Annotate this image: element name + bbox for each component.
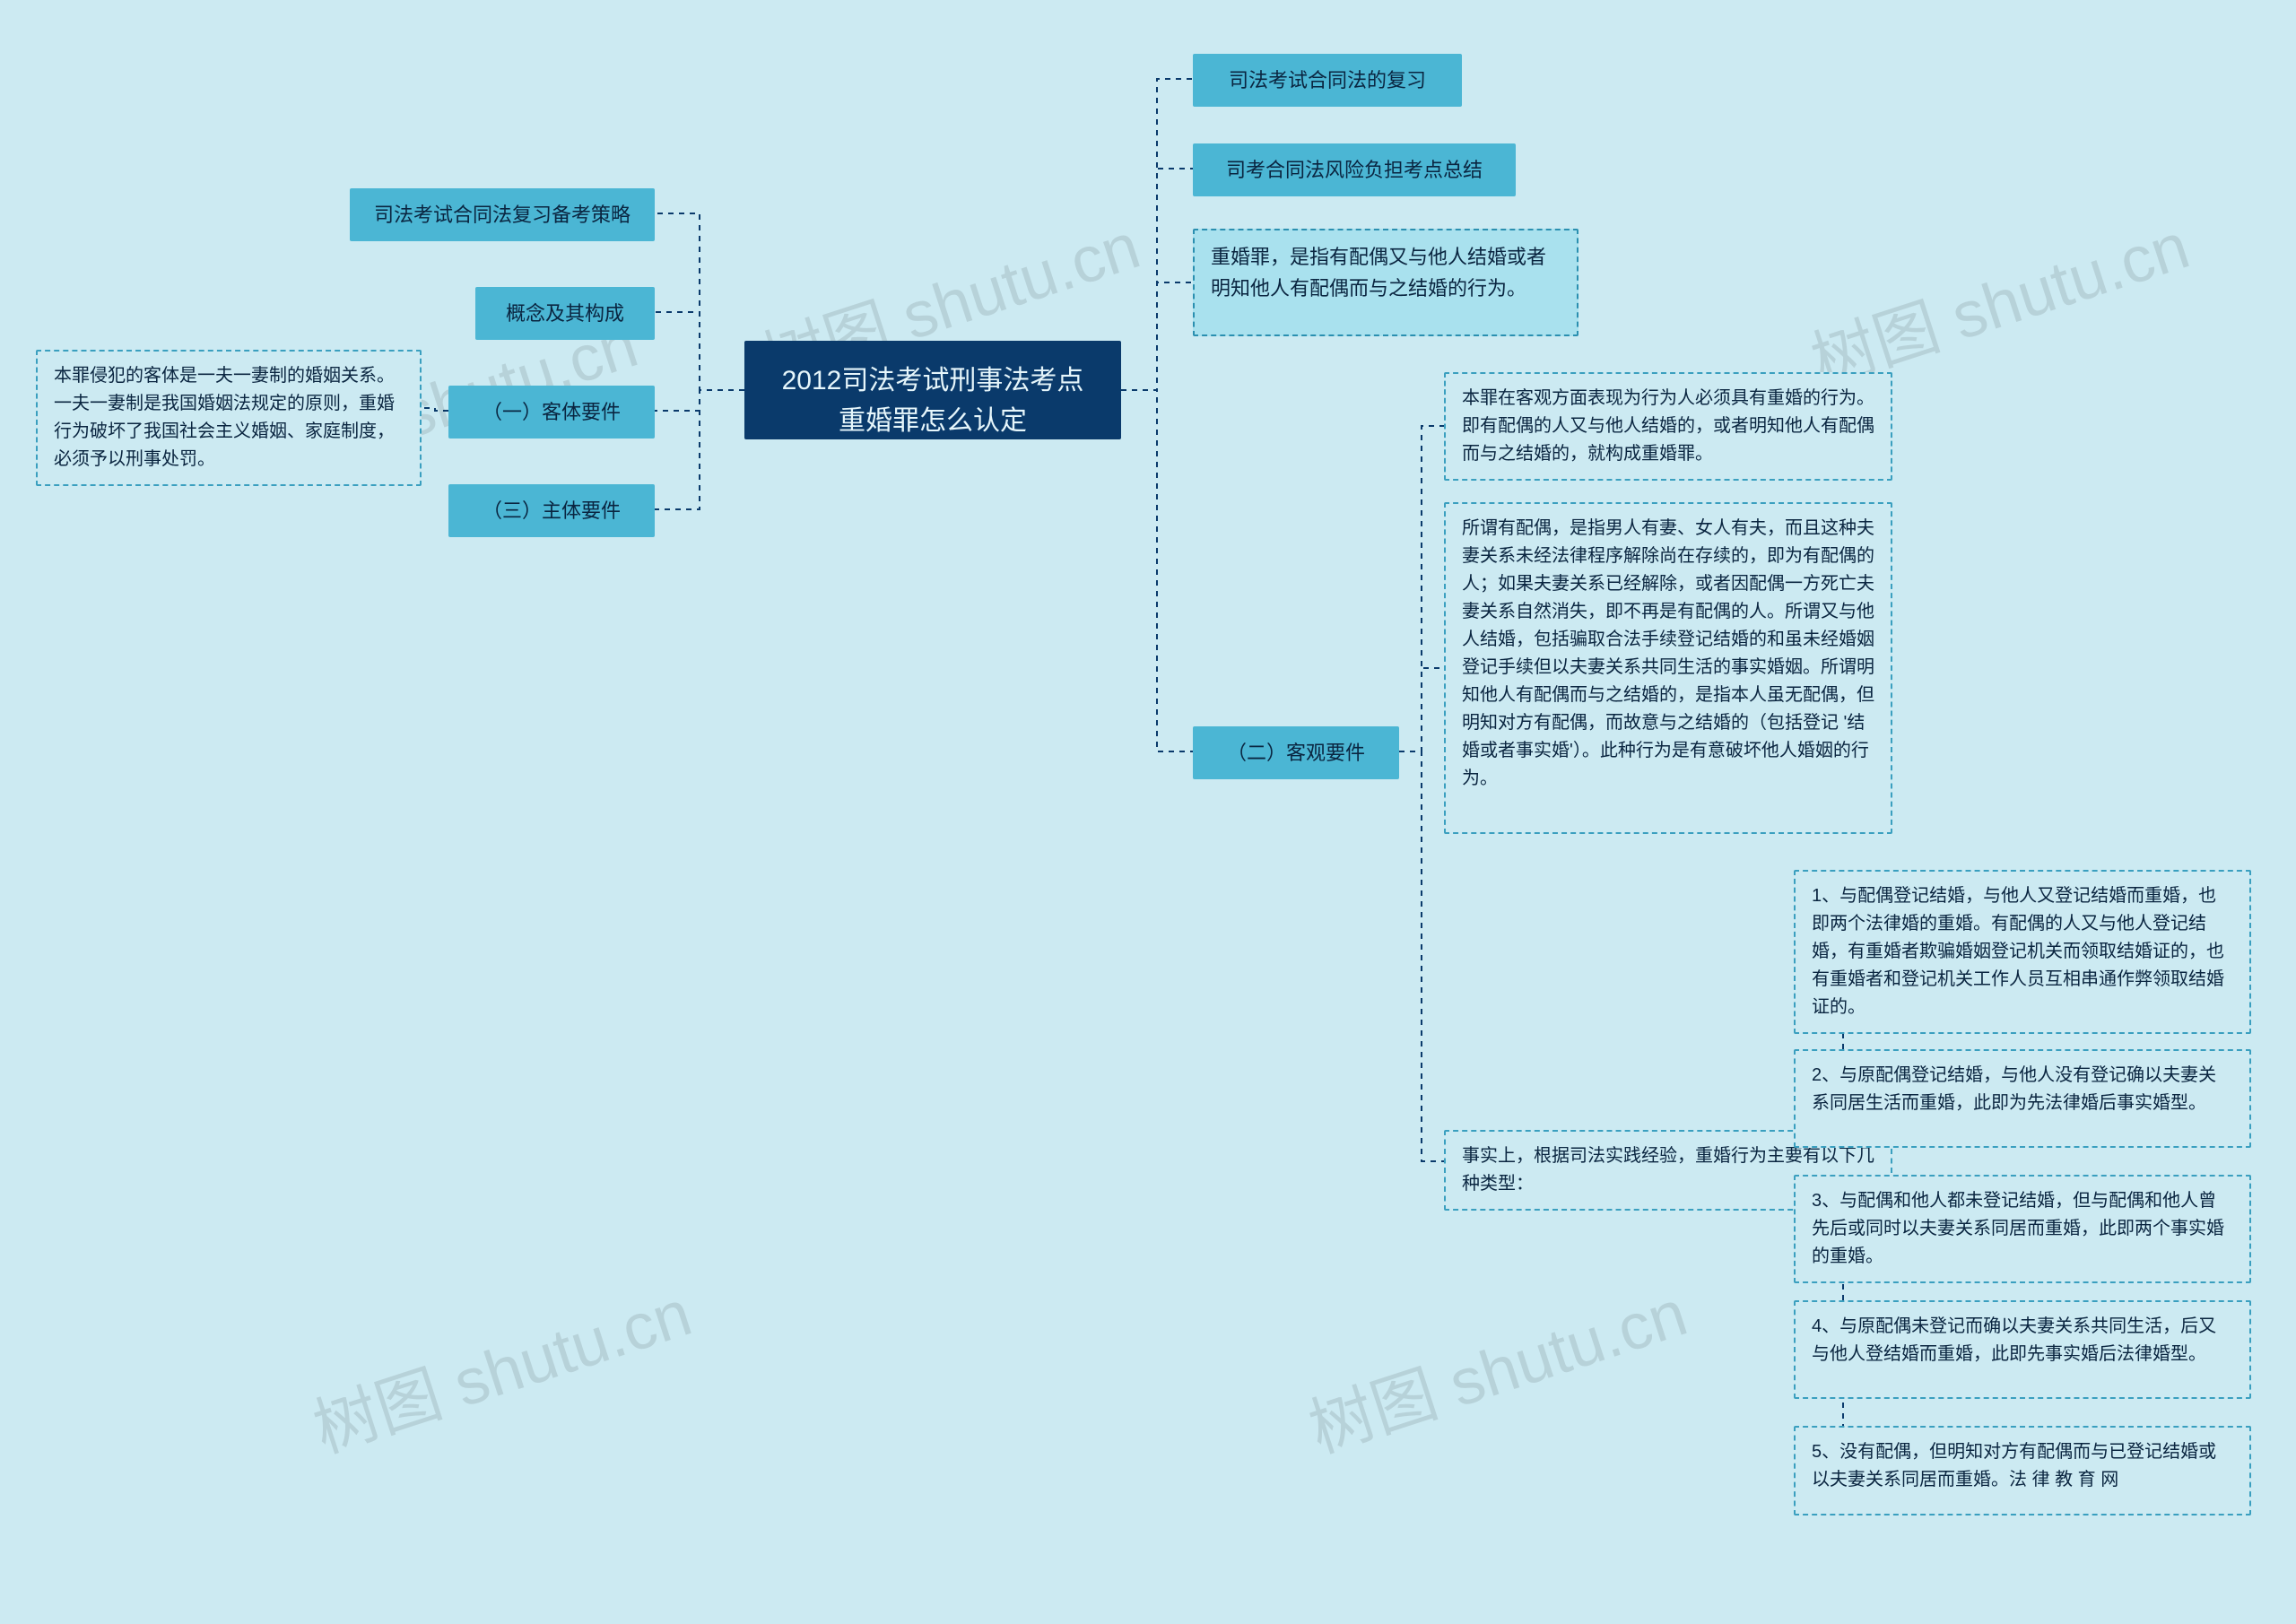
mindmap-node: 1、与配偶登记结婚，与他人又登记结婚而重婚，也即两个法律婚的重婚。有配偶的人又与… (1794, 870, 2251, 1034)
mindmap-node: （三）主体要件 (448, 484, 655, 537)
mindmap-node: 2、与原配偶登记结婚，与他人没有登记确以夫妻关系同居生活而重婚，此即为先法律婚后… (1794, 1049, 2251, 1148)
mindmap-node: 4、与原配偶未登记而确以夫妻关系共同生活，后又与他人登结婚而重婚，此即先事实婚后… (1794, 1300, 2251, 1399)
mindmap-node: （二）客观要件 (1193, 726, 1399, 779)
mindmap-node: 3、与配偶和他人都未登记结婚，但与配偶和他人曾先后或同时以夫妻关系同居而重婚，此… (1794, 1175, 2251, 1283)
mindmap-node: 概念及其构成 (475, 287, 655, 340)
mindmap-node: 司法考试合同法的复习 (1193, 54, 1462, 107)
mindmap-node: 本罪在客观方面表现为行为人必须具有重婚的行为。即有配偶的人又与他人结婚的，或者明… (1444, 372, 1892, 481)
mindmap-node: 5、没有配偶，但明知对方有配偶而与已登记结婚或以夫妻关系同居而重婚。法 律 教 … (1794, 1426, 2251, 1515)
mindmap-canvas: 树图 shutu.cn 树图 shutu.cn 树图 shutu.cn 树图 s… (0, 0, 2296, 1624)
mindmap-node: （一）客体要件 (448, 386, 655, 439)
watermark: 树图 shutu.cn (1295, 1260, 1696, 1471)
mindmap-node: 本罪侵犯的客体是一夫一妻制的婚姻关系。一夫一妻制是我国婚姻法规定的原则，重婚行为… (36, 350, 422, 486)
mindmap-node: 重婚罪，是指有配偶又与他人结婚或者明知他人有配偶而与之结婚的行为。 (1193, 229, 1578, 336)
mindmap-node: 司法考试合同法复习备考策略 (350, 188, 655, 241)
watermark: 树图 shutu.cn (300, 1260, 700, 1471)
center-topic: 2012司法考试刑事法考点重婚罪怎么认定 (744, 341, 1121, 439)
mindmap-node: 司考合同法风险负担考点总结 (1193, 143, 1516, 196)
mindmap-node: 所谓有配偶，是指男人有妻、女人有夫，而且这种夫妻关系未经法律程序解除尚在存续的，… (1444, 502, 1892, 834)
